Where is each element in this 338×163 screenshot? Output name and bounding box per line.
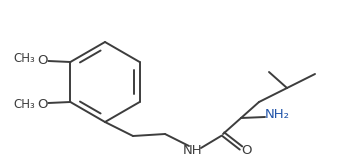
Text: CH₃: CH₃ bbox=[14, 98, 35, 111]
Text: NH₂: NH₂ bbox=[265, 109, 290, 121]
Text: CH₃: CH₃ bbox=[14, 52, 35, 66]
Text: NH: NH bbox=[183, 143, 203, 156]
Text: O: O bbox=[242, 143, 252, 156]
Text: O: O bbox=[37, 97, 48, 111]
Text: O: O bbox=[37, 53, 48, 67]
